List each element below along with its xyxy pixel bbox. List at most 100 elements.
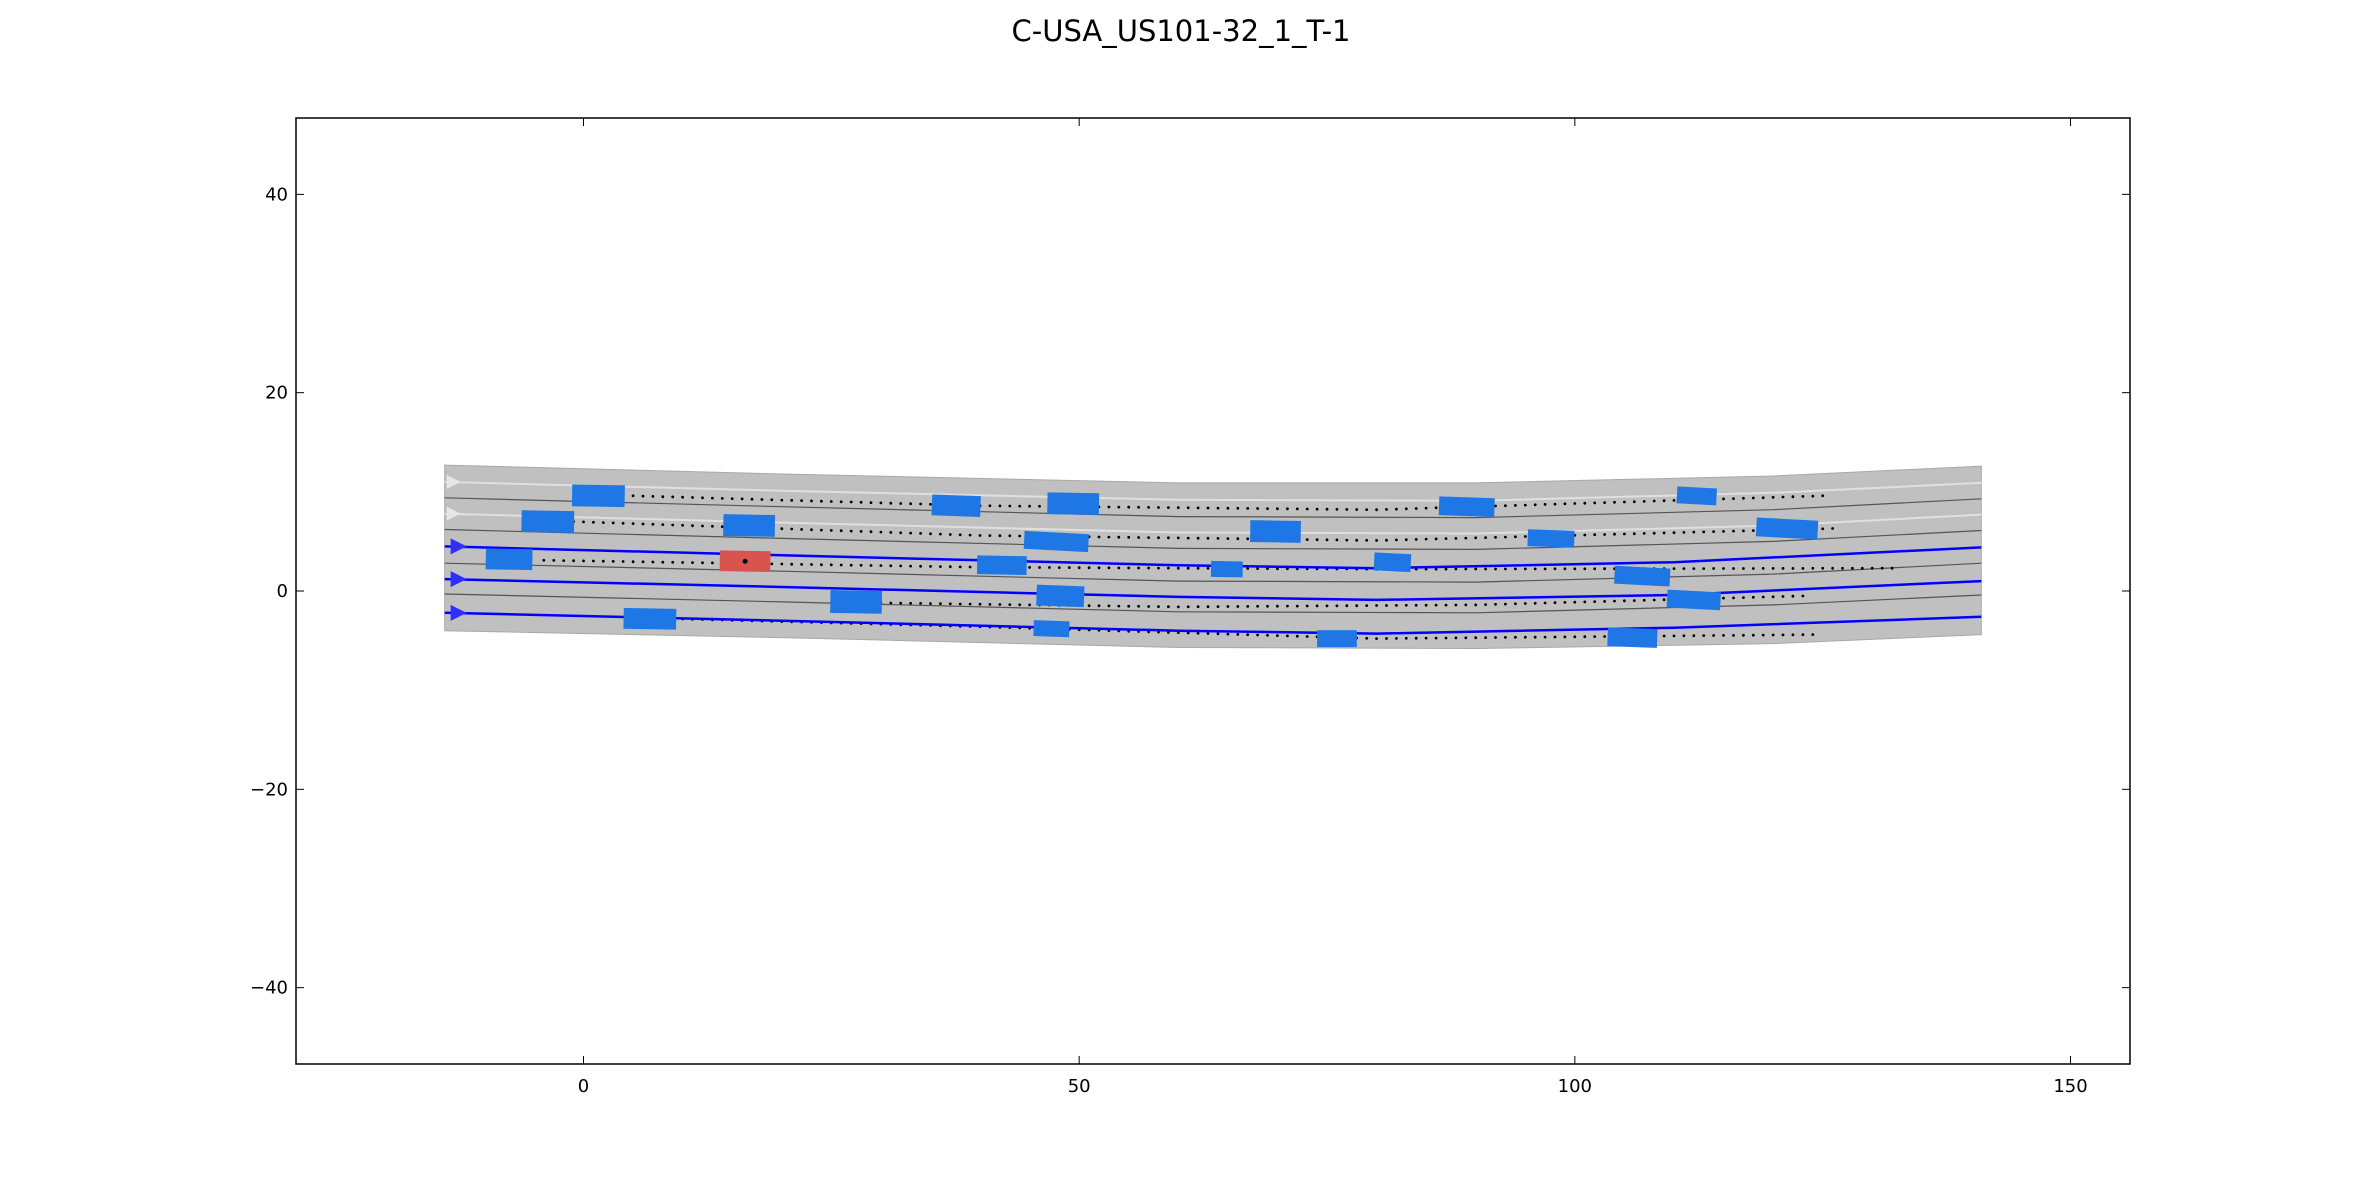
trajectory-dot [1226, 632, 1230, 636]
trajectory-dot [1087, 604, 1091, 608]
trajectory-dot [1395, 637, 1398, 640]
trajectory-dot [730, 497, 734, 500]
trajectory-dot [1514, 567, 1517, 571]
trajectory-dot [1206, 506, 1210, 510]
trajectory-dot [1226, 605, 1230, 608]
trajectory-dot [800, 563, 803, 566]
trajectory-dot [1295, 604, 1299, 608]
trajectory-dot [1454, 603, 1458, 607]
trajectory-dot [1533, 567, 1537, 571]
trajectory-dot [1682, 567, 1686, 570]
trajectory-dot [1186, 605, 1190, 609]
trajectory-dot [958, 565, 962, 569]
vehicle-8 [1033, 620, 1070, 638]
trajectory-dot [1593, 635, 1597, 638]
trajectory-dot [1276, 604, 1279, 608]
trajectory-dot [1593, 567, 1597, 571]
trajectory-dot [829, 500, 833, 503]
trajectory-dot [1593, 501, 1597, 505]
trajectory-dot [681, 495, 684, 499]
trajectory-dot [1494, 535, 1497, 539]
trajectory-dot [1335, 604, 1339, 608]
trajectory-dot [1018, 504, 1022, 508]
trajectory-dot [1543, 567, 1547, 571]
trajectory-dot [1454, 567, 1458, 571]
trajectory-dot [1226, 506, 1230, 510]
trajectory-dot [1553, 601, 1557, 605]
trajectory-dot [1345, 604, 1349, 608]
trajectory-dot [1087, 566, 1091, 570]
trajectory-dot [651, 522, 655, 526]
trajectory-dot [1484, 536, 1487, 539]
vehicle-0 [571, 484, 625, 508]
trajectory-dot [1791, 594, 1795, 598]
trajectory-dot [592, 520, 595, 524]
trajectory-dot [1404, 538, 1408, 542]
trajectory-dot [948, 533, 952, 536]
trajectory-dot [1097, 535, 1101, 539]
vehicle-7 [976, 555, 1027, 576]
trajectory-dot [671, 560, 675, 564]
trajectory-dot [1682, 634, 1686, 638]
trajectory-dot [1781, 567, 1785, 570]
vehicle-14 [1317, 630, 1357, 648]
trajectory-dot [671, 495, 675, 499]
trajectory-dot [1038, 566, 1041, 569]
trajectory-dot [1781, 633, 1785, 637]
trajectory-dot [1246, 567, 1250, 570]
trajectory-dot [1504, 636, 1507, 639]
vehicle-2-body [485, 548, 533, 571]
trajectory-dot [1742, 633, 1745, 637]
trajectory-dot [631, 522, 635, 525]
trajectory-dot [1236, 633, 1240, 636]
trajectory-dot [1494, 636, 1497, 639]
trajectory-dot [1266, 604, 1269, 608]
trajectory-dot [889, 531, 893, 534]
trajectory-dot [1553, 635, 1557, 639]
lane-line-0 [444, 497, 1982, 519]
trajectory-dot [1375, 637, 1378, 640]
vehicle-1 [521, 510, 575, 533]
trajectory-dot [1692, 530, 1696, 534]
route-arrow-1 [450, 571, 467, 588]
trajectory-dot [1414, 507, 1418, 510]
trajectory-dot [1365, 508, 1369, 511]
trajectory-dot [1196, 605, 1200, 609]
trajectory-dot [1256, 604, 1259, 608]
vehicle-6-body [931, 494, 981, 517]
trajectory-dot [1246, 507, 1250, 510]
trajectory-dot [780, 498, 784, 502]
trajectory-dot [1464, 603, 1468, 607]
trajectory-dot [1712, 634, 1715, 637]
trajectory-dot [1206, 566, 1210, 570]
trajectory-dot [1137, 505, 1140, 509]
trajectory-dot [1751, 595, 1755, 599]
trajectory-dot [958, 602, 962, 606]
trajectory-dot [1434, 567, 1438, 571]
lane-start-arrow-1 [446, 506, 461, 521]
trajectory-dot [1722, 634, 1725, 637]
trajectory-dot [1573, 600, 1577, 604]
trajectory-dot [1176, 605, 1180, 609]
trajectory-dot [720, 525, 724, 529]
trajectory-dot [1523, 602, 1527, 605]
trajectory-dot [1236, 605, 1240, 608]
vehicle-21 [1676, 486, 1718, 506]
trajectory-dot [711, 524, 714, 528]
trajectory-dot [1186, 506, 1190, 510]
trajectory-dot [978, 602, 982, 606]
trajectory-dot [1414, 538, 1418, 541]
trajectory-dot [1464, 536, 1468, 540]
lane-line-1 [444, 528, 1982, 551]
trajectory-dot [1583, 501, 1587, 505]
trajectory-dot [1583, 567, 1587, 571]
trajectory-dot [1642, 532, 1646, 535]
trajectory-dot [1434, 506, 1438, 510]
vehicle-20 [1666, 589, 1721, 611]
trajectory-dot [1167, 506, 1170, 509]
vehicle-17-body [1527, 529, 1575, 548]
route-line-1 [444, 577, 1982, 602]
vehicle-2 [485, 548, 533, 571]
y-tick-label: 40 [265, 184, 288, 205]
trajectory-dot [1811, 633, 1815, 636]
